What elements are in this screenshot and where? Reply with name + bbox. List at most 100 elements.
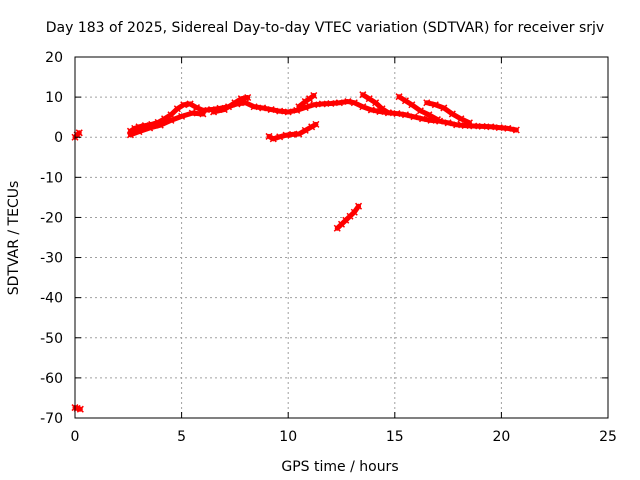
data-point xyxy=(365,95,373,103)
data-point xyxy=(186,100,194,108)
data-point xyxy=(146,124,154,132)
data-point xyxy=(457,115,465,123)
data-point xyxy=(126,131,134,139)
data-series-3 xyxy=(127,110,206,138)
data-point xyxy=(135,128,143,136)
data-point xyxy=(295,130,303,138)
x-tick-label: 5 xyxy=(177,429,186,445)
chart-title: Day 183 of 2025, Sidereal Day-to-day VTE… xyxy=(46,20,604,36)
data-point xyxy=(495,124,503,132)
data-point xyxy=(167,116,175,124)
data-point xyxy=(76,405,84,413)
data-point xyxy=(310,101,318,109)
y-tick-label: -50 xyxy=(40,331,63,347)
y-axis-label: SDTVAR / TECUs xyxy=(6,181,22,296)
y-tick-label: 10 xyxy=(45,90,63,106)
data-point xyxy=(359,91,367,99)
data-point xyxy=(359,103,367,111)
plot-frame xyxy=(74,56,609,419)
y-tick-label: -70 xyxy=(40,411,63,427)
data-point xyxy=(512,126,520,134)
data-point xyxy=(416,107,424,115)
data-point xyxy=(344,97,352,106)
x-axis-ticks: 0 5 10 15 20 25 xyxy=(71,57,617,445)
data-point xyxy=(220,106,228,114)
data-point xyxy=(318,100,326,108)
data-point xyxy=(448,110,456,118)
y-tick-label: 20 xyxy=(45,50,63,66)
data-point xyxy=(180,101,188,109)
data-point xyxy=(267,106,275,114)
data-point xyxy=(269,135,277,143)
data-point xyxy=(199,110,207,118)
data-point xyxy=(301,97,309,106)
x-tick-label: 20 xyxy=(492,429,510,445)
data-point xyxy=(372,99,380,107)
data-point xyxy=(504,124,512,132)
data-point xyxy=(295,103,303,111)
x-tick-label: 15 xyxy=(386,429,404,445)
data-point xyxy=(192,104,201,112)
data-point xyxy=(327,99,335,108)
data-point xyxy=(408,101,416,109)
data-point xyxy=(444,119,452,127)
data-point xyxy=(188,109,196,117)
data-point xyxy=(418,115,427,123)
data-point xyxy=(395,93,403,101)
data-point xyxy=(423,99,431,107)
y-tick-label: -30 xyxy=(40,251,63,267)
data-point xyxy=(393,110,401,118)
data-point xyxy=(259,104,267,112)
data-point xyxy=(237,95,245,103)
data-point xyxy=(367,106,375,114)
data-point xyxy=(265,132,273,140)
x-tick-label: 25 xyxy=(599,429,617,445)
data-point xyxy=(231,99,239,107)
data-point xyxy=(244,93,252,102)
data-point xyxy=(276,107,284,115)
data-point xyxy=(308,123,316,131)
data-point xyxy=(378,105,386,113)
y-tick-label: -60 xyxy=(40,371,63,387)
x-tick-label: 10 xyxy=(279,429,297,445)
y-tick-label: -10 xyxy=(40,170,63,186)
y-tick-label: -20 xyxy=(40,210,63,226)
data-point xyxy=(384,109,392,117)
data-point xyxy=(173,105,181,113)
data-point xyxy=(210,108,218,116)
y-tick-label: -40 xyxy=(40,291,63,307)
data-point xyxy=(401,111,409,119)
data-point xyxy=(178,112,186,120)
data-point xyxy=(478,122,486,130)
data-point xyxy=(167,111,175,119)
data-point xyxy=(284,108,292,116)
y-axis-ticks: 20 10 0 -10 -20 -30 -40 -50 -60 -70 xyxy=(40,50,608,427)
data-point xyxy=(350,99,358,107)
plot-data xyxy=(71,91,520,413)
data-point xyxy=(350,208,358,216)
x-axis-label: GPS time / hours xyxy=(281,459,398,475)
data-point xyxy=(410,113,418,121)
data-point xyxy=(440,104,448,112)
data-point xyxy=(401,97,409,105)
data-point xyxy=(276,133,284,141)
x-tick-label: 0 xyxy=(71,429,80,445)
data-point xyxy=(312,120,320,128)
data-point xyxy=(465,119,473,127)
data-point xyxy=(250,103,258,111)
data-point xyxy=(288,130,296,138)
data-point xyxy=(431,101,439,109)
data-point xyxy=(301,126,309,134)
data-point xyxy=(75,129,83,137)
data-point xyxy=(282,131,290,139)
data-point xyxy=(487,123,495,131)
data-point xyxy=(335,99,343,107)
grid-lines xyxy=(75,57,608,418)
data-point xyxy=(425,111,433,119)
data-point xyxy=(156,121,164,129)
y-tick-label: 0 xyxy=(54,130,63,146)
data-point xyxy=(310,91,318,100)
data-point xyxy=(453,121,461,129)
data-point xyxy=(355,202,363,210)
